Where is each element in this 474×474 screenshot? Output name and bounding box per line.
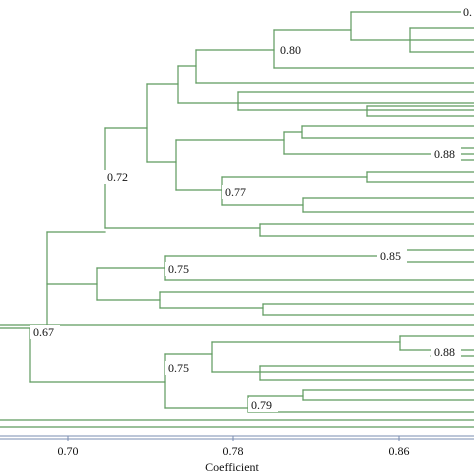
- node-label-0.79: 0.79: [251, 398, 272, 412]
- node-label-0.75: 0.75: [168, 361, 189, 375]
- node-label-group: 0.80 0.72 0.88 0.77 0.85 0.75 0.67 0.88 …: [30, 5, 474, 412]
- node-label-bg: [248, 398, 278, 412]
- x-tick-label-0.70: 0.70: [58, 444, 79, 458]
- node-label-bg: [431, 147, 461, 161]
- node-label-bg: [377, 249, 407, 263]
- node-label-0.75: 0.75: [168, 262, 189, 276]
- node-label-0.85: 0.85: [380, 249, 401, 263]
- node-label-clipped: 0.: [463, 5, 472, 19]
- node-label-bg: [30, 325, 60, 339]
- node-label-bg: [277, 43, 306, 57]
- node-label-0.67: 0.67: [33, 325, 54, 339]
- node-label-0.72: 0.72: [107, 170, 128, 184]
- x-tick-label-0.78: 0.78: [223, 444, 244, 458]
- node-label-0.88: 0.88: [434, 345, 455, 359]
- node-label-bg: [165, 262, 195, 276]
- x-axis: 0.70 0.78 0.86 Coefficient: [0, 435, 474, 474]
- x-tick-label-0.86: 0.86: [389, 444, 410, 458]
- node-label-bg: [222, 185, 252, 199]
- dendrogram-branches: [0, 11, 474, 428]
- node-label-bg: [104, 170, 134, 184]
- node-label-bg: [165, 361, 195, 375]
- node-label-0.80: 0.80: [280, 43, 301, 57]
- x-axis-title: Coefficient: [205, 460, 259, 474]
- node-label-bg: [431, 345, 461, 359]
- node-label-0.88: 0.88: [434, 147, 455, 161]
- node-label-bg: [461, 5, 474, 19]
- node-label-0.77: 0.77: [225, 185, 246, 199]
